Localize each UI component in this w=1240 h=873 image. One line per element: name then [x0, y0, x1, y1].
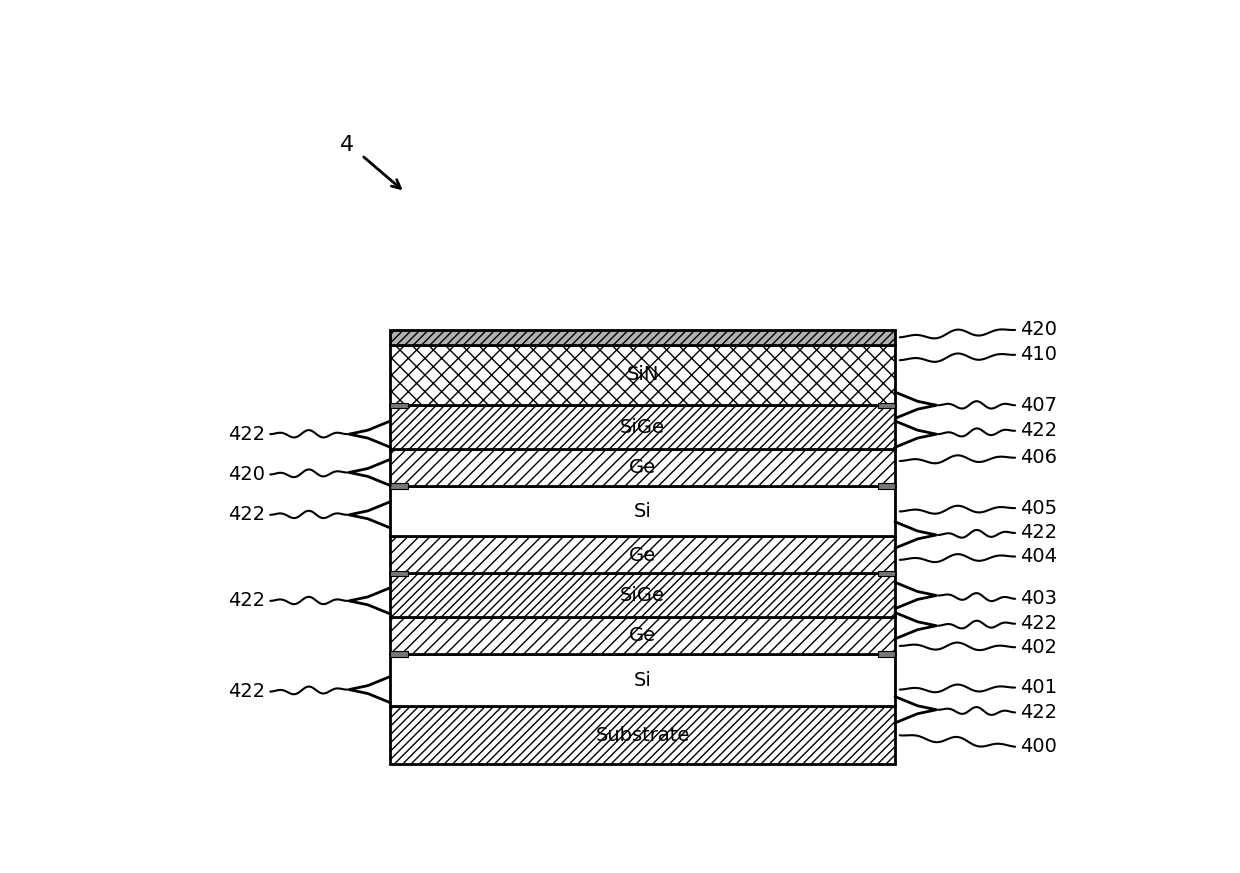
Bar	[391, 706, 895, 764]
Bar	[391, 405, 895, 449]
Bar	[391, 449, 895, 486]
Text: 410: 410	[1019, 346, 1056, 364]
Bar	[391, 484, 408, 489]
Text: 4: 4	[340, 135, 355, 155]
Text: 402: 402	[1019, 638, 1056, 656]
Text: 406: 406	[1019, 448, 1056, 467]
Text: 403: 403	[1019, 589, 1056, 608]
Text: Ge: Ge	[629, 546, 656, 565]
Bar	[391, 402, 408, 408]
Bar	[391, 536, 895, 574]
Bar	[878, 651, 895, 656]
Bar	[391, 330, 895, 345]
Text: 422: 422	[228, 424, 265, 443]
Text: Ge: Ge	[629, 626, 656, 645]
Text: 422: 422	[1019, 703, 1056, 722]
Text: 405: 405	[1019, 498, 1056, 518]
Text: 404: 404	[1019, 547, 1056, 566]
Text: SiGe: SiGe	[620, 418, 665, 436]
Bar	[878, 402, 895, 408]
Text: 422: 422	[228, 505, 265, 525]
Text: 420: 420	[228, 465, 265, 484]
Text: 401: 401	[1019, 678, 1056, 697]
Bar	[391, 345, 895, 405]
Bar	[391, 571, 408, 576]
Text: SiGe: SiGe	[620, 586, 665, 605]
Text: Substrate: Substrate	[595, 725, 689, 745]
Bar	[391, 654, 895, 706]
Bar	[391, 486, 895, 536]
Text: 420: 420	[1019, 320, 1056, 340]
Text: 422: 422	[228, 591, 265, 610]
Text: Si: Si	[634, 502, 652, 521]
Text: SiN: SiN	[626, 366, 658, 384]
Bar	[878, 571, 895, 576]
Text: 400: 400	[1019, 737, 1056, 756]
Text: 422: 422	[1019, 524, 1056, 542]
Text: 422: 422	[228, 682, 265, 701]
Text: 422: 422	[1019, 422, 1056, 440]
Text: Si: Si	[634, 670, 652, 690]
Bar	[878, 484, 895, 489]
Bar	[391, 617, 895, 654]
Bar	[391, 574, 895, 617]
Text: 422: 422	[1019, 615, 1056, 633]
Text: Ge: Ge	[629, 458, 656, 478]
Bar	[391, 651, 408, 656]
Text: 407: 407	[1019, 395, 1056, 415]
